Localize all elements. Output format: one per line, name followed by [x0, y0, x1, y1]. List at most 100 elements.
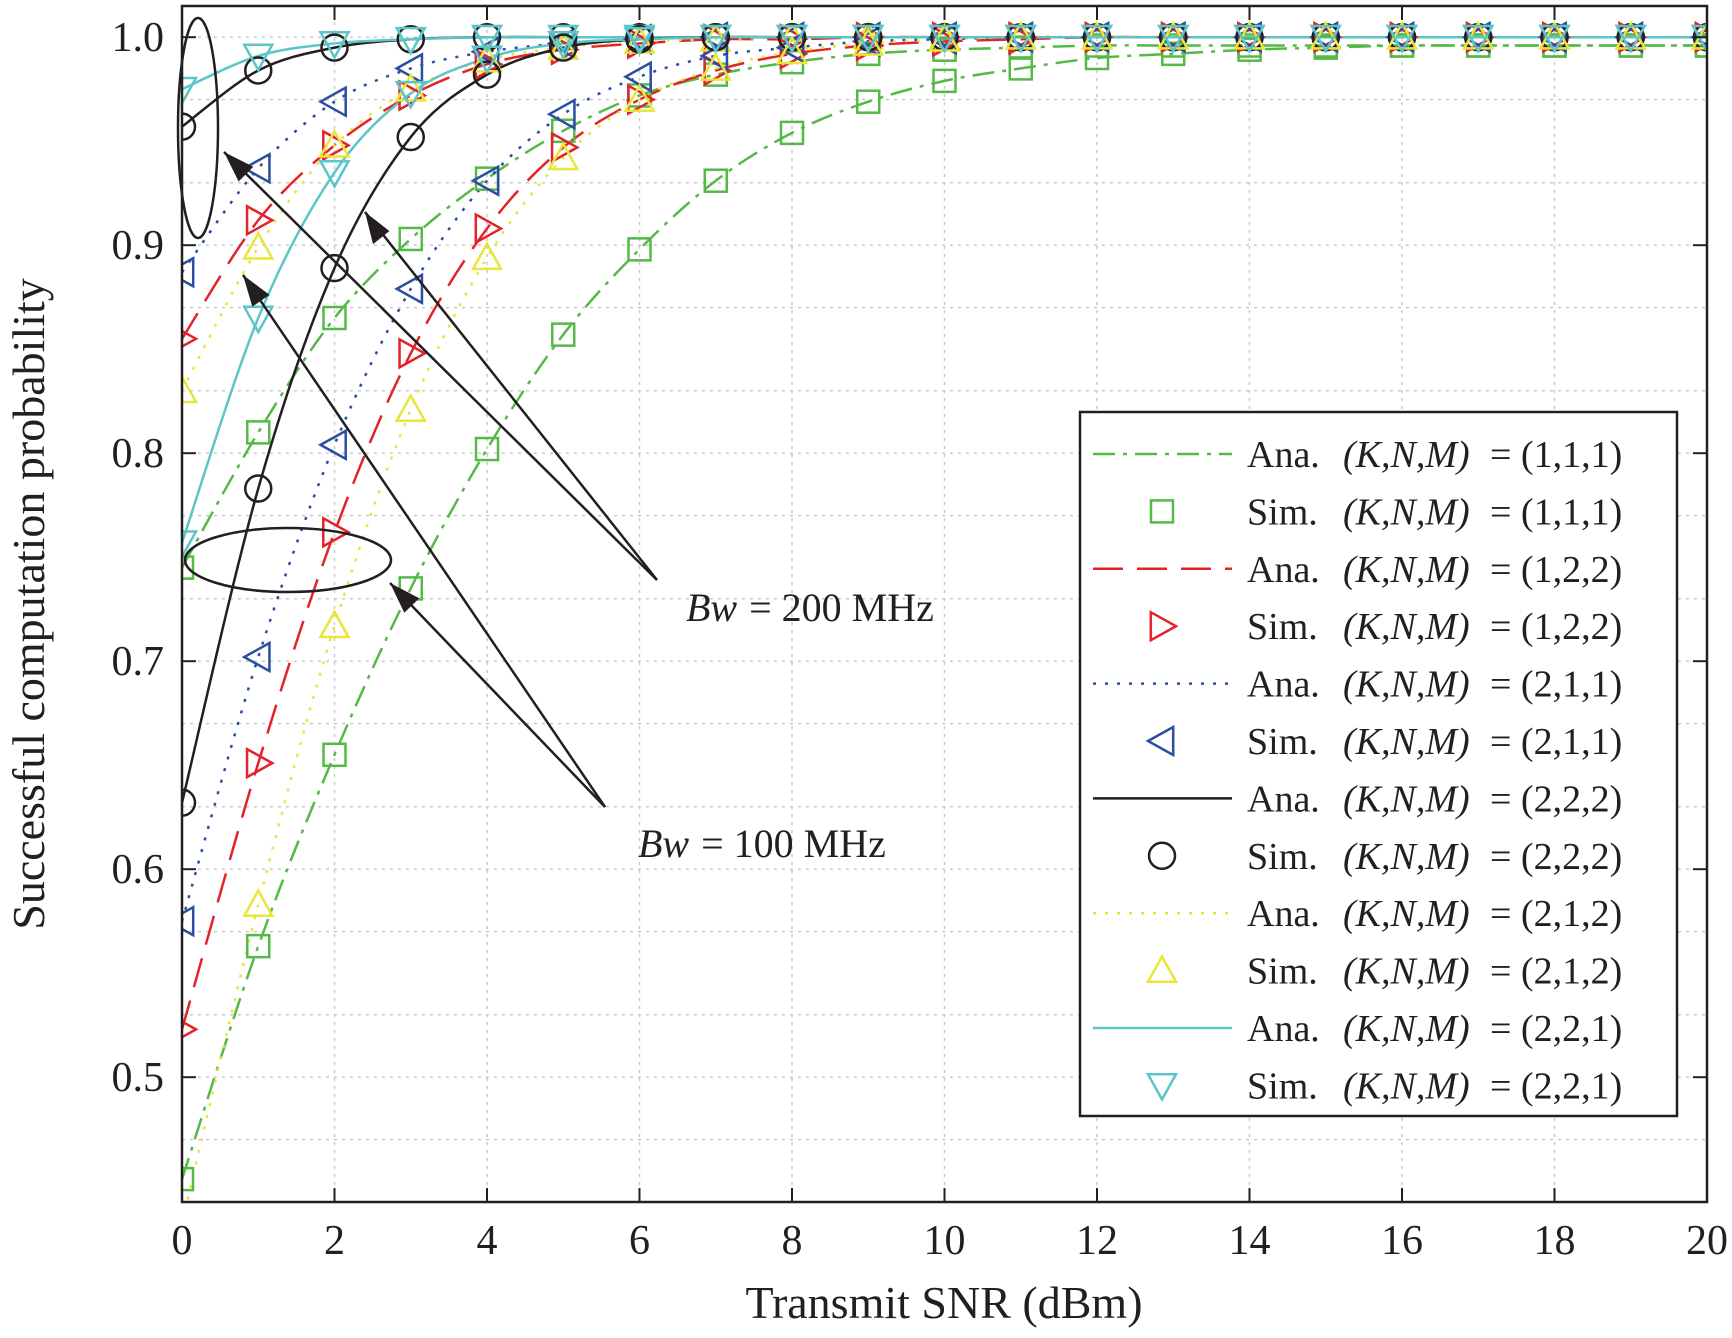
triangle-left-marker	[622, 60, 652, 93]
ticks: 0 2 4 6 8 10 12 14 16 18 20 0.5 0.6 0.7 0.8 0.9 1.0	[112, 6, 1728, 1264]
legend-label-params: (K,N,M)	[1343, 664, 1470, 706]
square-marker	[182, 1166, 195, 1192]
square-marker	[932, 68, 957, 94]
triangle-right-marker	[1542, 21, 1572, 54]
legend-label-params: (K,N,M)	[1343, 1065, 1470, 1107]
legend-label-params: (K,N,M)	[1343, 491, 1470, 533]
y-tick-label: 0.7	[112, 639, 165, 685]
x-tick-label: 14	[1229, 1218, 1271, 1264]
annotations	[176, 16, 658, 808]
series-line-7	[182, 35, 1707, 1030]
triangle-up-marker	[623, 83, 656, 113]
triangle-down-marker	[1538, 24, 1571, 54]
triangle-left-marker	[1145, 724, 1175, 758]
x-tick-label: 18	[1534, 1218, 1576, 1264]
legend-label-params: (K,N,M)	[1343, 606, 1470, 648]
triangle-left-marker	[546, 98, 576, 131]
triangle-up-marker	[1157, 20, 1190, 50]
triangle-right-marker	[1389, 21, 1419, 54]
triangle-up-marker	[318, 609, 351, 639]
bw100-ellipse	[183, 526, 393, 594]
triangle-down-marker	[1080, 24, 1114, 54]
bw200-arrow-1	[223, 151, 658, 581]
triangle-up-marker	[318, 128, 351, 158]
y-tick-label: 0.5	[112, 1055, 165, 1101]
bw100-arrow-1	[241, 274, 607, 808]
legend-label-prefix: Sim.	[1247, 836, 1318, 878]
legend-label-prefix: Sim.	[1247, 1065, 1318, 1107]
triangle-down-marker	[1462, 24, 1495, 54]
triangle-right-marker	[1465, 21, 1495, 54]
triangle-up-marker	[775, 35, 809, 65]
circle-marker	[182, 788, 197, 817]
legend-label-value: = (1,1,1)	[1490, 434, 1622, 476]
triangle-left-marker	[470, 164, 500, 197]
triangle-up-marker	[470, 241, 504, 271]
triangle-left-marker	[241, 640, 271, 674]
triangle-left-marker	[1232, 21, 1262, 54]
triangle-down-marker	[1614, 24, 1647, 54]
triangle-up-marker	[1614, 20, 1647, 50]
legend-label-prefix: Ana.	[1247, 664, 1320, 706]
triangle-right-marker	[398, 337, 428, 370]
square-marker	[246, 420, 271, 445]
triangle-right-marker	[322, 129, 352, 162]
triangle-left-marker	[1309, 21, 1339, 54]
triangle-right-marker	[322, 516, 352, 549]
x-tick-label: 2	[324, 1218, 345, 1264]
legend-label-params: (K,N,M)	[1343, 434, 1470, 476]
triangle-down-marker	[182, 530, 199, 560]
circle-marker	[244, 56, 273, 85]
y-axis-label: Successful computation probability	[3, 278, 54, 930]
circle-marker	[182, 112, 197, 141]
triangle-down-marker	[1233, 24, 1266, 54]
x-tick-label: 12	[1076, 1218, 1118, 1264]
triangle-left-marker	[1004, 21, 1034, 54]
grid	[182, 6, 1707, 1202]
y-tick-label: 1.0	[112, 15, 165, 61]
triangle-up-marker	[242, 887, 275, 918]
triangle-down-marker	[182, 76, 199, 106]
x-tick-label: 6	[629, 1218, 650, 1264]
triangle-down-marker	[242, 305, 275, 335]
square-marker	[856, 89, 881, 114]
legend-label-prefix: Ana.	[1247, 778, 1320, 820]
legend-label-params: (K,N,M)	[1343, 951, 1470, 993]
legend-label-value: = (2,2,2)	[1490, 836, 1622, 878]
square-marker	[322, 742, 347, 768]
triangle-down-marker	[1385, 24, 1419, 54]
triangle-left-marker	[1080, 21, 1110, 54]
triangle-left-marker	[241, 152, 271, 185]
legend-label-value: = (2,2,2)	[1490, 778, 1622, 820]
triangle-up-marker	[1080, 20, 1114, 50]
bw100-arrow-2	[389, 582, 606, 808]
x-tick-label: 8	[782, 1218, 803, 1264]
marker-layer	[182, 20, 1707, 1192]
legend-label-prefix: Ana.	[1247, 434, 1320, 476]
legend-label-params: (K,N,M)	[1343, 549, 1470, 591]
square-marker	[551, 322, 576, 347]
triangle-left-marker	[182, 256, 195, 289]
triangle-right-marker	[1149, 610, 1179, 643]
triangle-down-marker	[1690, 24, 1707, 54]
circle-marker	[396, 122, 425, 152]
triangle-down-marker	[1004, 24, 1037, 54]
triangle-down-marker	[547, 30, 580, 61]
triangle-right-marker	[474, 212, 504, 245]
triangle-up-marker	[699, 51, 732, 81]
y-tick-label: 0.6	[112, 847, 165, 893]
circle-marker	[549, 33, 578, 62]
triangle-down-marker	[547, 24, 580, 54]
legend-label-params: (K,N,M)	[1343, 778, 1470, 820]
y-tick-label: 0.8	[112, 431, 165, 477]
bw200-ellipse	[176, 16, 220, 240]
legend-label-params: (K,N,M)	[1343, 721, 1470, 763]
triangle-up-marker	[1690, 20, 1707, 50]
square-marker	[1149, 499, 1175, 524]
x-axis-label: Transmit SNR (dBm)	[745, 1277, 1142, 1328]
triangle-left-marker	[1614, 21, 1644, 54]
legend-label-prefix: Sim.	[1247, 951, 1318, 993]
bw200-arrow-2	[364, 211, 658, 581]
triangle-left-marker	[317, 85, 347, 118]
